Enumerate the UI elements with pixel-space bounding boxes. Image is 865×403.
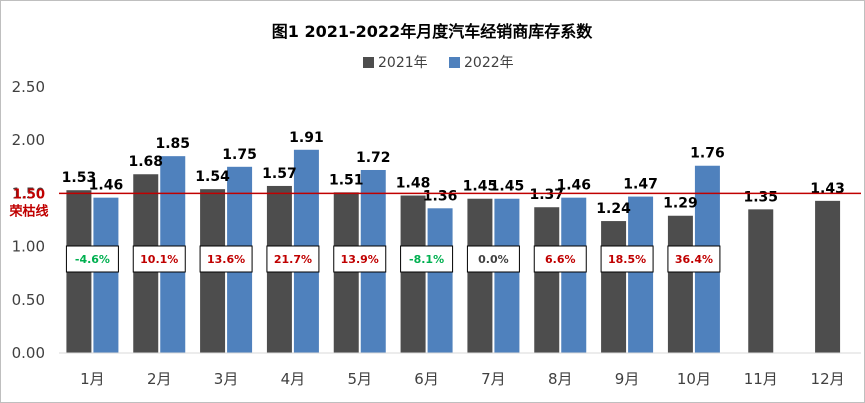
bar-value-label: 1.36 xyxy=(423,188,458,204)
x-tick-label: 6月 xyxy=(414,370,439,388)
bar-2021 xyxy=(815,200,841,353)
bar-2022 xyxy=(93,197,119,353)
x-tick-label: 8月 xyxy=(548,370,573,388)
x-tick-label: 1月 xyxy=(80,370,105,388)
yoy-change-box xyxy=(65,245,119,273)
bar-value-label: 1.47 xyxy=(623,177,658,193)
bar-value-label: 1.43 xyxy=(810,181,845,197)
yoy-change-box xyxy=(199,245,253,273)
bar-value-label: 1.45 xyxy=(463,179,498,195)
y-axis: 0.00 0.50 1.00 1.50 2.00 2.50 xyxy=(12,78,45,362)
yoy-change-label: 0.0% xyxy=(478,253,509,266)
y-tick-label: 1.00 xyxy=(12,238,45,256)
bar-2021 xyxy=(400,195,426,353)
yoy-change-label: 10.1% xyxy=(140,253,178,266)
yoy-change-label: 13.6% xyxy=(207,253,245,266)
legend: 2021年 2022年 xyxy=(363,55,514,71)
yoy-change-label: 18.5% xyxy=(608,253,646,266)
legend-label-2021: 2021年 xyxy=(378,55,428,71)
bar-value-label: 1.85 xyxy=(155,136,190,152)
bar-2022 xyxy=(427,208,453,353)
bar-value-label: 1.72 xyxy=(356,150,391,166)
x-tick-label: 5月 xyxy=(347,370,372,388)
bar-2022 xyxy=(561,197,587,353)
chart-title: 图1 2021-2022年月度汽车经销商库存系数 xyxy=(272,22,593,41)
yoy-change-label: -4.6% xyxy=(75,253,110,266)
reference-name-label: 荣枯线 xyxy=(8,203,48,219)
yoy-change-label: 21.7% xyxy=(274,253,312,266)
bar-2021 xyxy=(601,221,627,353)
bar-value-label: 1.35 xyxy=(743,189,778,205)
bar-value-label: 1.45 xyxy=(490,179,525,195)
bar-value-label: 1.37 xyxy=(529,187,564,203)
x-axis: 1月 2月 3月 4月 5月 6月 7月 8月 9月 10月 11月 12月 xyxy=(59,352,861,388)
yoy-change-boxes: -4.6% 10.1% 13.6% 21.7% 13.9% -8.1% 0.0% 6.6% 18… xyxy=(65,245,721,273)
bar-2022 xyxy=(628,196,654,353)
x-tick-label: 9月 xyxy=(615,370,640,388)
bar-value-label: 1.57 xyxy=(262,166,297,182)
yoy-change-box xyxy=(466,245,520,273)
yoy-change-box xyxy=(333,245,387,273)
bar-value-label: 1.46 xyxy=(556,178,591,194)
bar-value-label: 1.75 xyxy=(222,147,257,163)
bar-2022 xyxy=(494,198,520,353)
yoy-change-label: -8.1% xyxy=(409,253,444,266)
legend-swatch-2021 xyxy=(363,57,374,68)
bar-value-label: 1.54 xyxy=(195,169,230,185)
yoy-change-box xyxy=(266,245,320,273)
y-tick-label: 0.00 xyxy=(12,344,45,362)
bar-value-label: 1.51 xyxy=(329,172,364,188)
x-tick-label: 11月 xyxy=(744,370,778,388)
legend-label-2022: 2022年 xyxy=(464,55,514,71)
bar-2021 xyxy=(667,215,693,353)
bar-value-label: 1.29 xyxy=(663,196,698,212)
bar-2021 xyxy=(467,198,493,353)
yoy-change-label: 36.4% xyxy=(675,253,713,266)
bar-value-label: 1.91 xyxy=(289,130,324,146)
reference-value-label: 1.50 xyxy=(13,187,45,202)
y-tick-label: 1.50 xyxy=(12,184,45,202)
bar-2021 xyxy=(534,207,560,353)
y-tick-label: 2.00 xyxy=(12,131,45,149)
bar-2021 xyxy=(333,192,359,353)
x-tick-label: 4月 xyxy=(281,370,306,388)
bar-value-label: 1.53 xyxy=(62,170,97,186)
x-tick-label: 10月 xyxy=(677,370,711,388)
yoy-change-box xyxy=(600,245,654,273)
bar-value-label: 1.24 xyxy=(596,201,631,217)
yoy-change-box xyxy=(132,245,186,273)
x-tick-label: 7月 xyxy=(481,370,506,388)
x-tick-label: 3月 xyxy=(214,370,239,388)
legend-swatch-2022 xyxy=(449,57,460,68)
bar-value-label: 1.68 xyxy=(128,154,163,170)
bar-value-label: 1.48 xyxy=(396,176,431,192)
y-tick-label: 0.50 xyxy=(12,291,45,309)
yoy-change-box xyxy=(400,245,454,273)
value-labels: 1.531.461.681.851.541.751.571.911.511.72… xyxy=(62,130,845,217)
bar-value-label: 1.46 xyxy=(89,178,124,194)
yoy-change-box xyxy=(533,245,587,273)
yoy-change-label: 6.6% xyxy=(545,253,576,266)
x-tick-label: 12月 xyxy=(811,370,845,388)
bar-2021 xyxy=(748,209,774,353)
bar-value-label: 1.76 xyxy=(690,146,725,162)
yoy-change-label: 13.9% xyxy=(341,253,379,266)
yoy-change-box xyxy=(667,245,721,273)
x-tick-label: 2月 xyxy=(147,370,172,388)
y-tick-label: 2.50 xyxy=(12,78,45,96)
